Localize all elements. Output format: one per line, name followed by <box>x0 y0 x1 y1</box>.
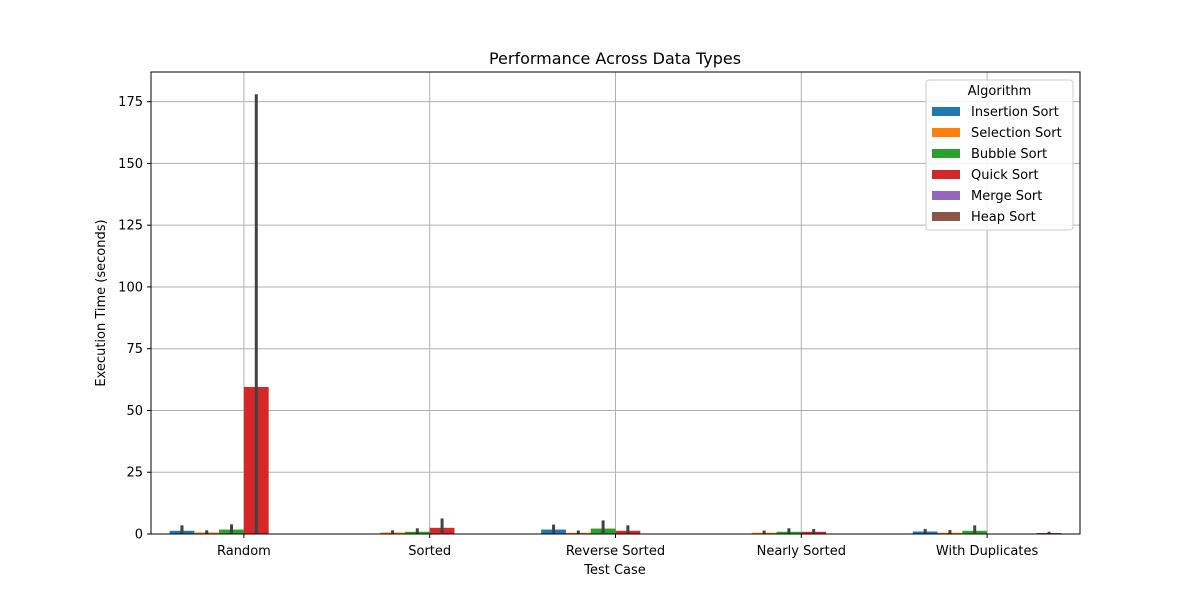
x-tick-label: Random <box>217 544 271 559</box>
y-axis-label: Execution Time (seconds) <box>94 219 109 386</box>
y-tick-label: 0 <box>135 528 143 543</box>
grid-lines <box>151 72 1080 535</box>
legend-swatch <box>932 128 960 137</box>
x-tick-label: With Duplicates <box>936 544 1039 559</box>
y-tick-label: 100 <box>118 280 143 295</box>
y-tick-label: 175 <box>118 95 143 110</box>
x-tick-label: Sorted <box>408 544 451 559</box>
y-tick-label: 150 <box>118 157 143 172</box>
y-tick-label: 125 <box>118 219 143 234</box>
legend-label: Merge Sort <box>971 189 1042 204</box>
legend-label: Quick Sort <box>971 168 1039 183</box>
chart-title: Performance Across Data Types <box>489 49 741 68</box>
x-tick-label: Reverse Sorted <box>566 544 665 559</box>
x-axis: Random Sorted Reverse Sorted Nearly Sorted W… <box>217 534 1039 559</box>
legend: Algorithm Insertion Sort Selection Sort Bu… <box>925 79 1074 231</box>
legend-swatch <box>932 149 960 158</box>
y-tick-label: 50 <box>126 404 143 419</box>
legend-box <box>925 79 1074 231</box>
legend-swatch <box>932 107 960 116</box>
legend-items: Insertion Sort Selection Sort Bubble Sort Q… <box>932 105 1062 225</box>
y-axis: 0 25 50 75 100 125 150 175 <box>118 95 151 543</box>
x-tick-label: Nearly Sorted <box>757 544 846 559</box>
legend-label: Selection Sort <box>971 126 1062 141</box>
y-tick-label: 75 <box>126 342 143 357</box>
x-axis-label: Test Case <box>583 563 646 578</box>
legend-label: Bubble Sort <box>971 147 1047 162</box>
legend-label: Insertion Sort <box>971 105 1059 120</box>
legend-swatch <box>932 170 960 179</box>
legend-swatch <box>932 191 960 200</box>
legend-title: Algorithm <box>968 84 1032 99</box>
legend-swatch <box>932 212 960 221</box>
y-tick-label: 25 <box>126 466 143 481</box>
legend-label: Heap Sort <box>971 210 1036 225</box>
